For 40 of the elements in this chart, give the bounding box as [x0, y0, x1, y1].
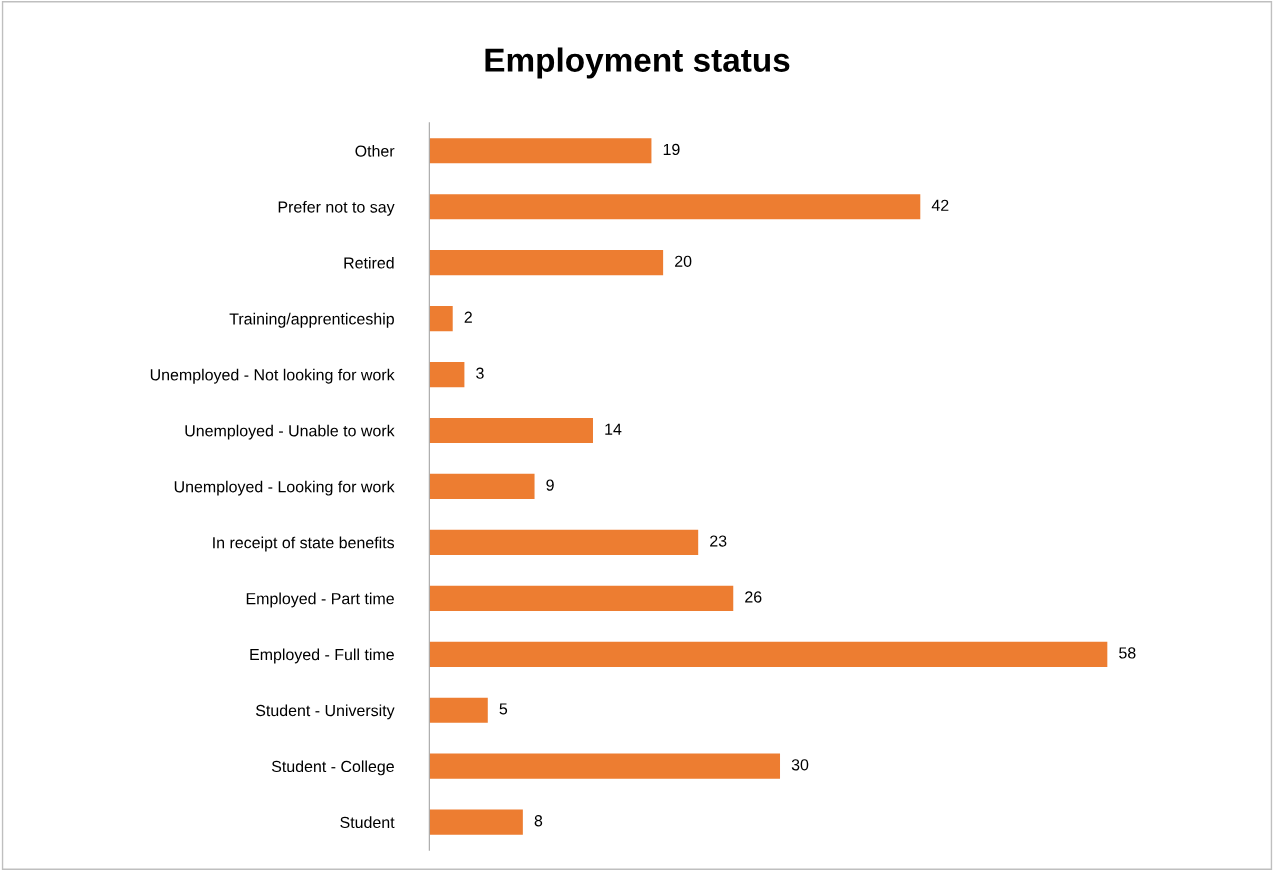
data-label: 2: [464, 311, 472, 323]
y-tick-label: Employed - Part time: [246, 592, 394, 608]
bar: [429, 809, 523, 835]
bar: [429, 697, 488, 723]
data-label: 8: [534, 815, 543, 827]
data-label: 20: [675, 255, 692, 267]
y-tick-label: Student - University: [255, 704, 395, 720]
bar: [429, 194, 921, 220]
y-tick-label: Retired: [344, 256, 394, 269]
bar: [429, 641, 1108, 667]
y-tick-label: Employed - Full time: [250, 648, 394, 664]
bar: [429, 250, 664, 276]
y-tick-label: In receipt of state benefits: [213, 536, 395, 552]
bar: [429, 361, 465, 388]
y-tick-label: Student - College: [271, 760, 394, 776]
data-label: 3: [476, 367, 484, 379]
y-tick-label: Training/apprenticeship: [229, 312, 394, 328]
data-label: 5: [499, 703, 508, 715]
bar: [429, 753, 781, 779]
data-label: 42: [931, 199, 949, 211]
data-label: 58: [1119, 647, 1136, 659]
y-tick-label: Student: [340, 816, 395, 829]
data-label: 30: [791, 759, 809, 771]
bar: [429, 306, 453, 332]
bar: [429, 417, 593, 444]
y-tick-label: Unemployed - Looking for work: [174, 480, 395, 496]
data-label: 14: [605, 423, 622, 435]
data-label: 19: [663, 143, 680, 156]
bar: [429, 529, 699, 555]
data-label: 9: [546, 479, 554, 491]
chart-title: Employment status: [485, 47, 790, 79]
data-label: 26: [745, 591, 762, 603]
bar: [429, 138, 652, 164]
y-tick-label: Prefer not to say: [278, 200, 395, 216]
y-tick-label: Unemployed - Unable to work: [185, 424, 395, 440]
y-tick-label: Unemployed - Not looking for work: [150, 368, 395, 384]
bar: [429, 473, 535, 500]
data-label: 23: [710, 535, 727, 547]
y-tick-label: Other: [355, 145, 395, 157]
bar: [429, 585, 734, 611]
